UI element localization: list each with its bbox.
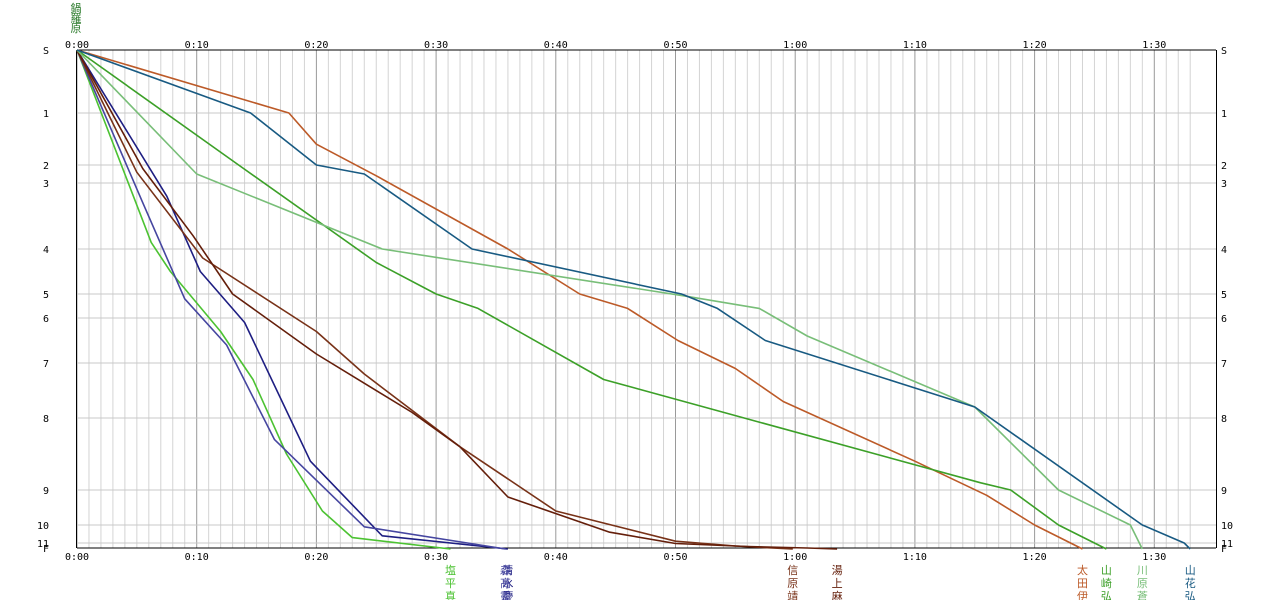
- series-name-label-8: 川: [1137, 564, 1148, 577]
- checkpoint-label-left: 3: [43, 179, 49, 190]
- series-line-6: [76, 49, 1083, 550]
- checkpoint-label-right: 8: [1221, 414, 1227, 425]
- series-line-5: [76, 49, 838, 550]
- series-name-label-1: 塩: [445, 563, 456, 577]
- checkpoint-label-right: F: [1221, 544, 1227, 555]
- series-line-3: [76, 49, 506, 550]
- x-tick-label-bottom: 1:20: [1023, 552, 1047, 563]
- checkpoint-label-left: 6: [43, 314, 49, 325]
- checkpoint-label-right: 5: [1221, 290, 1227, 301]
- series-name-label-6: 伊: [1077, 590, 1088, 600]
- x-tick-label-bottom: 0:00: [65, 552, 89, 563]
- x-tick-label-top: 0:40: [544, 40, 568, 51]
- checkpoint-label-left: 1: [43, 109, 49, 120]
- checkpoint-label-left: F: [43, 544, 49, 555]
- x-tick-label-bottom: 1:10: [903, 552, 927, 563]
- series-lines: [76, 49, 1191, 550]
- corner-label-char: 鍋: [71, 1, 82, 15]
- x-tick-label-bottom: 1:00: [783, 552, 807, 563]
- series-line-2: [76, 49, 508, 550]
- checkpoint-label-left: 10: [37, 521, 49, 532]
- series-name-label-1: 真: [445, 589, 456, 600]
- checkpoint-label-right: 7: [1221, 359, 1227, 370]
- checkpoint-label-left: S: [43, 46, 49, 57]
- checkpoint-label-left: 11: [37, 539, 49, 550]
- checkpoint-label-left: 5: [43, 290, 49, 301]
- series-name-label-5: 湯: [832, 564, 843, 577]
- checkpoint-label-right: 4: [1221, 245, 1227, 256]
- series-line-4: [76, 49, 793, 550]
- x-tick-label-top: 0:30: [424, 40, 448, 51]
- checkpoint-label-right: 1: [1221, 109, 1227, 120]
- checkpoint-label-right: 2: [1221, 161, 1227, 172]
- series-name-label-4: 原: [787, 577, 798, 590]
- grid-lines: [76, 49, 1216, 549]
- x-tick-label-top: 0:00: [65, 40, 89, 51]
- series-name-label-7: 崎: [1101, 576, 1112, 590]
- x-tick-label-bottom: 0:30: [424, 552, 448, 563]
- checkpoint-label-right: 10: [1221, 521, 1233, 532]
- checkpoint-label-right: 6: [1221, 314, 1227, 325]
- series-name-label-5: 上: [832, 577, 843, 590]
- checkpoint-label-left: 8: [43, 414, 49, 425]
- x-tick-label-bottom: 0:50: [663, 552, 687, 563]
- corner-label-char: 原: [71, 22, 82, 35]
- series-name-label-4: 靖: [787, 590, 798, 600]
- series-name-label-1: 平: [445, 577, 456, 590]
- series-name-label-2: 清: [502, 564, 513, 577]
- checkpoint-label-right: S: [1221, 46, 1227, 57]
- series-line-7: [76, 49, 1107, 550]
- series-name-label-4: 信: [787, 564, 798, 577]
- x-tick-label-bottom: 0:10: [185, 552, 209, 563]
- x-tick-label-top: 0:10: [185, 40, 209, 51]
- x-tick-label-top: 1:00: [783, 40, 807, 51]
- checkpoint-label-left: 7: [43, 359, 49, 370]
- checkpoint-label-left: 9: [43, 486, 49, 497]
- x-tick-label-bottom: 1:30: [1142, 552, 1166, 563]
- series-name-label-6: 田: [1077, 577, 1088, 590]
- series-name-label-2: 水: [502, 577, 513, 590]
- series-name-label-5: 麻: [832, 589, 843, 600]
- corner-label-char: 羅: [71, 12, 82, 25]
- series-name-label-9: 花: [1185, 577, 1196, 590]
- x-tick-label-top: 1:30: [1142, 40, 1166, 51]
- series-name-label-7: 山: [1101, 564, 1112, 577]
- series-name-label-8: 原: [1137, 577, 1148, 590]
- series-line-9: [76, 49, 1191, 550]
- checkpoint-label-left: 2: [43, 161, 49, 172]
- checkpoint-label-right: 3: [1221, 179, 1227, 190]
- checkpoint-label-right: 11: [1221, 539, 1233, 550]
- checkpoint-label-left: 4: [43, 245, 49, 256]
- x-tick-label-top: 0:50: [663, 40, 687, 51]
- series-name-label-7: 弘: [1101, 590, 1112, 600]
- series-name-label-8: 蒼: [1137, 590, 1148, 600]
- series-name-label-3: 靈: [500, 590, 511, 600]
- series-name-label-6: 太: [1077, 564, 1088, 577]
- checkpoint-label-right: 9: [1221, 486, 1227, 497]
- x-tick-label-top: 1:20: [1023, 40, 1047, 51]
- series-name-label-2: 慶: [502, 589, 513, 600]
- series-line-1: [76, 49, 451, 550]
- axes: 0:00 0:00 0:10 0:10 0:20 0:20 0:30 0:30 0:40 0:40…: [37, 1, 1233, 563]
- x-tick-label-top: 1:10: [903, 40, 927, 51]
- x-tick-label-bottom: 0:40: [544, 552, 568, 563]
- series-line-8: [76, 49, 1144, 550]
- x-tick-label-top: 0:20: [304, 40, 328, 51]
- series-name-label-9: 山: [1185, 564, 1196, 577]
- series-name-label-3: 髙: [500, 576, 511, 590]
- x-tick-label-bottom: 0:20: [304, 552, 328, 563]
- series-name-label-9: 弘: [1185, 590, 1196, 600]
- series-name-label-3: 森: [500, 563, 511, 577]
